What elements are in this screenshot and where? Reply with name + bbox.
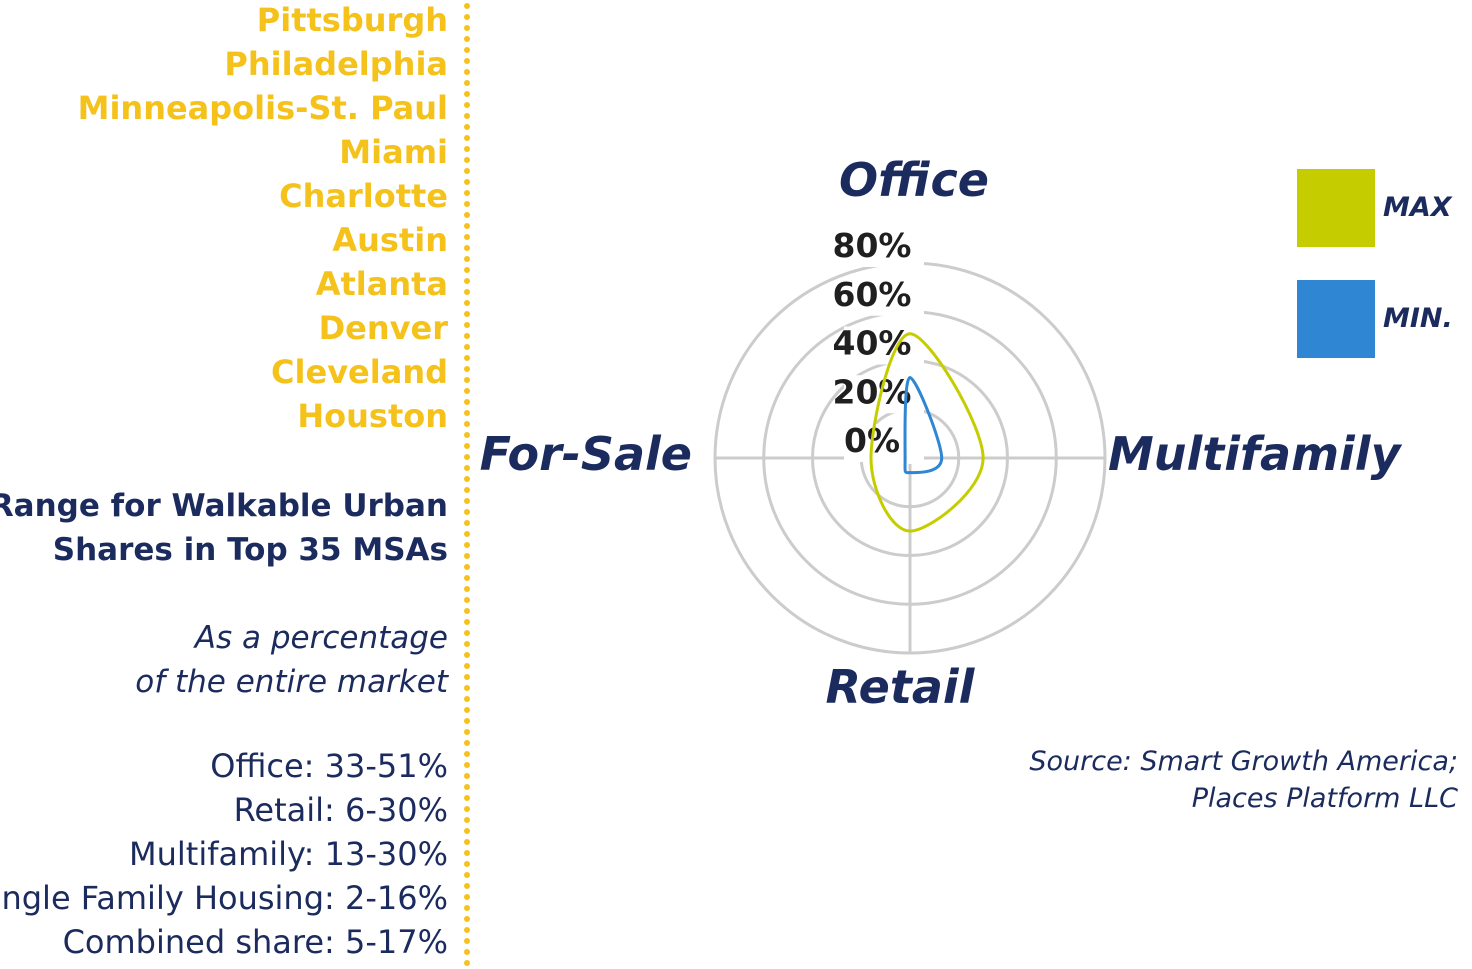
city-label: Denver <box>318 309 448 347</box>
city-label: Minneapolis-St. Paul <box>77 89 448 127</box>
range-title: Range for Walkable Urban Shares in Top 3… <box>0 484 448 572</box>
tick-label-bg <box>844 229 924 267</box>
city-label: Pittsburgh <box>256 1 448 39</box>
range-title-line-1: Range for Walkable Urban <box>0 488 448 524</box>
left-panel: Pittsburgh Philadelphia Minneapolis-St. Pa… <box>0 0 448 969</box>
tick-label: 60% <box>833 275 912 314</box>
series-max-point <box>908 529 912 533</box>
series-min-point <box>940 456 944 460</box>
stat-line: Office: 33-51% <box>210 747 448 785</box>
stat-line: Multifamily: 13-30% <box>129 835 448 873</box>
series-max-point <box>908 332 912 336</box>
city-label: Cleveland <box>271 353 448 391</box>
range-title-line-2: Shares in Top 35 MSAs <box>52 532 448 568</box>
tick-label: 80% <box>833 226 912 265</box>
stat-line: Combined share: 5-17% <box>62 923 448 961</box>
city-label: Austin <box>332 221 448 259</box>
city-label: Atlanta <box>315 265 448 303</box>
legend-max-swatch <box>1297 169 1375 247</box>
range-subtitle: As a percentage of the entire market <box>135 616 448 704</box>
legend-min-label: MIN. <box>1383 303 1453 334</box>
series-min-point <box>903 456 907 460</box>
series-min-point <box>908 376 912 380</box>
series-max-point <box>869 456 873 460</box>
tick-label: 20% <box>833 372 912 411</box>
city-label: Miami <box>339 133 448 171</box>
series-min-point <box>908 471 912 475</box>
tick-label-bg <box>844 424 924 462</box>
source-line-2: Places Platform LLC <box>1191 783 1458 814</box>
city-label: Charlotte <box>279 177 448 215</box>
range-subtitle-line-1: As a percentage <box>194 620 448 656</box>
city-label: Philadelphia <box>224 45 448 83</box>
legend-min-swatch <box>1297 280 1375 358</box>
source-line-1: Source: Smart Growth America; <box>1029 746 1458 777</box>
city-label: Houston <box>297 397 448 435</box>
axis-label-for-sale: For-Sale <box>480 427 692 481</box>
legend-max-label: MAX <box>1383 192 1452 223</box>
stat-line: Retail: 6-30% <box>233 791 448 829</box>
stat-line: ingle Family Housing: 2-16% <box>0 879 448 917</box>
axis-label-multifamily: Multifamily <box>1108 427 1403 481</box>
range-subtitle-line-2: of the entire market <box>135 664 448 700</box>
series-max-point <box>981 456 985 460</box>
axis-label-office: Office <box>839 153 989 207</box>
tick-label-bg <box>844 277 924 316</box>
axis-label-retail: Retail <box>826 660 976 714</box>
